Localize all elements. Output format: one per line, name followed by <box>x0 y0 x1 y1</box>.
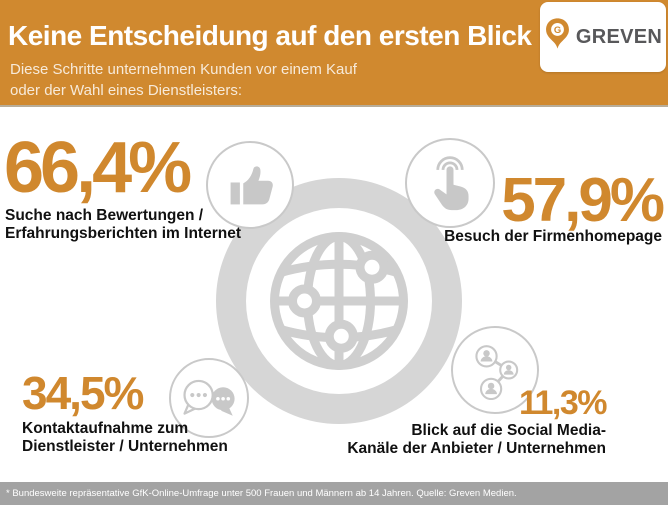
tap-hand-icon <box>405 138 495 228</box>
stat-label-homepage: Besuch der Firmenhomepage <box>444 228 662 246</box>
stat-label-socialmedia-line1: Blick auf die Social Media- <box>411 422 606 439</box>
chat-bubbles-icon <box>169 358 249 438</box>
social-network-icon <box>451 326 539 414</box>
stat-label-contact-line1: Kontaktaufnahme zum <box>22 420 189 437</box>
location-pin-icon: G <box>544 17 571 57</box>
stat-label-reviews-line1: Suche nach Bewertungen / <box>5 207 204 224</box>
svg-text:G: G <box>554 24 561 35</box>
stat-label-homepage-line1: Besuch der Firmenhomepage <box>444 228 662 245</box>
source-note: * Bundesweite repräsentative GfK-Online-… <box>6 488 517 499</box>
stat-value-contact: 34,5% <box>22 367 144 419</box>
stat-label-socialmedia: Blick auf die Social Media- Kanäle der A… <box>347 422 606 458</box>
stat-label-reviews: Suche nach Bewertungen / Erfahrungsberic… <box>5 207 241 243</box>
stat-value-homepage: 57,9% <box>501 166 665 235</box>
subtitle-line-1: Diese Schritte unternehmen Kunden vor ei… <box>10 61 357 78</box>
page-title: Keine Entscheidung auf den ersten Blick <box>8 20 532 51</box>
stat-label-contact: Kontaktaufnahme zum Dienstleister / Unte… <box>22 420 228 456</box>
header: Keine Entscheidung auf den ersten Blick … <box>0 0 668 107</box>
stat-value-socialmedia: 11,3% <box>518 384 608 422</box>
stat-label-reviews-line2: Erfahrungsberichten im Internet <box>5 225 241 242</box>
thumbs-up-icon <box>206 141 294 229</box>
stat-value-reviews: 66,4% <box>4 128 192 208</box>
footer-bar: * Bundesweite repräsentative GfK-Online-… <box>0 482 668 505</box>
stat-label-socialmedia-line2: Kanäle der Anbieter / Unternehmen <box>347 440 606 457</box>
brand-logo-card: G GREVEN <box>540 2 666 72</box>
globe-network-icon <box>264 226 414 376</box>
subtitle-line-2: oder der Wahl eines Dienstleisters: <box>10 82 243 99</box>
brand-wordmark: GREVEN <box>575 25 663 48</box>
page-subtitle: Diese Schritte unternehmen Kunden vor ei… <box>10 59 357 101</box>
stat-label-contact-line2: Dienstleister / Unternehmen <box>22 438 228 455</box>
